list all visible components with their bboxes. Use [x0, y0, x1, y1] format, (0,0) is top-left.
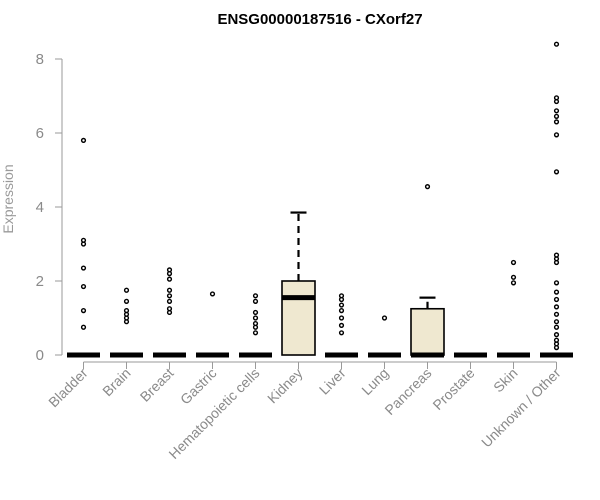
x-tick-label: Brain — [99, 365, 133, 399]
y-axis: 0 2 4 6 8 — [36, 51, 63, 364]
outlier-point — [252, 315, 259, 321]
outlier-point — [80, 137, 87, 143]
outlier-point — [338, 315, 345, 321]
outlier-point — [338, 330, 345, 336]
outlier-point — [338, 322, 345, 328]
outlier-point — [338, 308, 345, 314]
outlier-point — [510, 274, 517, 280]
outlier-point — [252, 298, 259, 304]
box-breast — [153, 267, 186, 358]
y-tick-label: 6 — [36, 125, 44, 142]
outlier-point — [510, 280, 517, 286]
outlier-point — [123, 287, 130, 293]
outlier-point — [80, 324, 87, 330]
outlier-point — [381, 315, 388, 321]
outlier-point — [166, 306, 173, 312]
outlier-point — [252, 330, 259, 336]
y-tick-label: 8 — [36, 51, 44, 68]
outlier-point — [166, 267, 173, 273]
x-tick-label: Skin — [490, 365, 521, 396]
box-hematopoietic-cells — [239, 293, 272, 358]
outlier-point — [80, 265, 87, 271]
outlier-point — [80, 283, 87, 290]
outlier-point — [424, 184, 431, 190]
x-tick-label: Bladder — [45, 365, 91, 411]
outlier-point — [252, 293, 259, 299]
box-unknown-other — [540, 41, 573, 358]
box-rect — [410, 307, 445, 356]
x-tick-label: Lung — [358, 365, 391, 398]
y-tick-label: 4 — [36, 199, 44, 216]
x-tick-label: Liver — [316, 365, 349, 398]
outlier-point — [553, 169, 560, 175]
outlier-point — [553, 289, 560, 295]
outlier-point — [553, 280, 560, 286]
y-axis-label: Expression — [0, 164, 16, 233]
outlier-point — [166, 287, 173, 293]
box-bladder — [67, 137, 100, 358]
outlier-point — [553, 108, 560, 114]
y-tick-label: 2 — [36, 273, 44, 290]
outlier-point — [553, 319, 560, 325]
outlier-point — [209, 291, 216, 297]
outlier-point — [553, 132, 560, 138]
outlier-point — [123, 308, 130, 314]
box-kidney — [281, 211, 316, 356]
chart-title: ENSG00000187516 - CXorf27 — [217, 11, 422, 28]
outlier-point — [166, 293, 173, 299]
box-pancreas — [410, 184, 445, 358]
x-tick-label: Breast — [137, 365, 177, 405]
x-tick-label: Unknown / Other — [478, 365, 564, 451]
outlier-point — [252, 320, 259, 327]
outlier-point — [338, 293, 345, 299]
outlier-point — [553, 311, 560, 317]
outlier-point — [553, 332, 560, 338]
outlier-point — [553, 324, 560, 330]
outlier-point — [123, 298, 130, 304]
x-tick-label: Gastric — [177, 365, 220, 408]
boxes-layer — [67, 41, 573, 358]
box-rect — [281, 280, 316, 356]
outlier-point — [553, 119, 560, 125]
box-brain — [110, 287, 143, 358]
outlier-point — [338, 302, 345, 308]
outlier-point — [553, 252, 560, 258]
y-tick-label: 0 — [36, 347, 44, 364]
outlier-point — [252, 309, 259, 316]
outlier-point — [80, 237, 87, 243]
outlier-point — [553, 41, 560, 47]
outlier-point — [553, 337, 560, 343]
box-lung — [368, 315, 401, 358]
outlier-point — [510, 259, 517, 266]
outlier-point — [166, 298, 173, 304]
outlier-point — [553, 296, 560, 303]
x-tick-label: Pancreas — [381, 365, 434, 418]
outlier-point — [553, 113, 560, 119]
box-skin — [497, 259, 530, 358]
outlier-point — [80, 308, 87, 314]
outlier-point — [553, 304, 560, 310]
box-liver — [325, 293, 358, 358]
outlier-point — [553, 95, 560, 101]
x-tick-label: Prostate — [429, 365, 477, 413]
outlier-point — [166, 276, 173, 282]
box-gastric — [196, 291, 229, 358]
x-tick-label: Kidney — [264, 365, 306, 407]
